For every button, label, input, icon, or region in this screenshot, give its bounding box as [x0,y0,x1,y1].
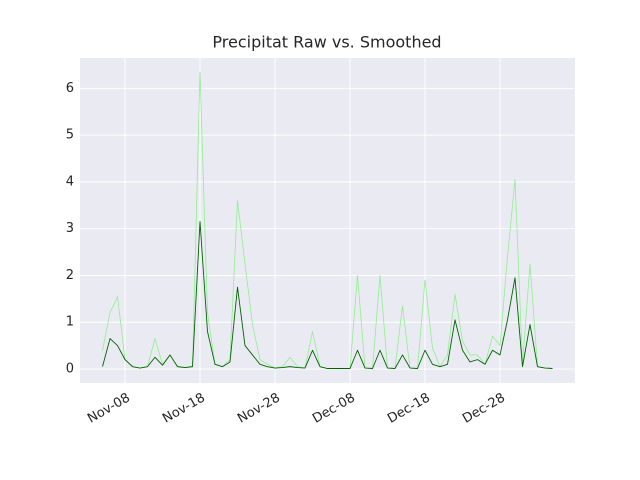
y-tick-label: 5 [66,128,74,143]
line-series [102,221,553,369]
x-tick-label: Nov-28 [235,391,283,427]
plot-area [80,58,575,383]
y-tick-label: 4 [66,174,74,189]
y-tick-label: 6 [66,81,74,96]
y-tick-label: 0 [66,361,74,376]
y-tick-label: 3 [66,221,74,236]
x-tick-label: Nov-08 [85,391,133,427]
x-tick-label: Dec-18 [385,391,433,427]
x-tick-label: Dec-08 [310,391,358,427]
x-tick-label: Nov-18 [160,391,208,427]
x-tick-label: Dec-28 [460,391,508,427]
chart-title: Precipitat Raw vs. Smoothed [212,33,441,52]
y-tick-label: 2 [66,268,74,283]
y-tick-label: 1 [66,315,74,330]
